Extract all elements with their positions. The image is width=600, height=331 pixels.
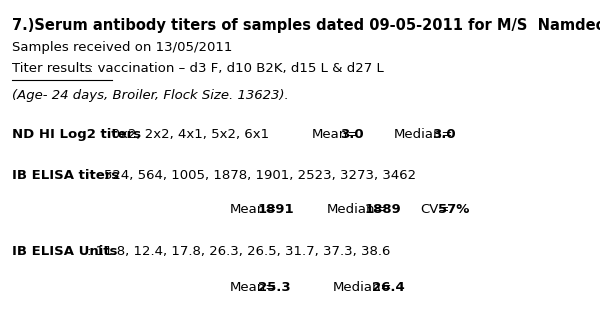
Text: 1891: 1891: [257, 203, 294, 216]
Text: 26.4: 26.4: [373, 281, 405, 294]
Text: : 11.8, 12.4, 17.8, 26.3, 26.5, 31.7, 37.3, 38.6: : 11.8, 12.4, 17.8, 26.3, 26.5, 31.7, 37…: [87, 245, 391, 258]
Text: Mean=: Mean=: [229, 203, 277, 216]
Text: :  524, 564, 1005, 1878, 1901, 2523, 3273, 3462: : 524, 564, 1005, 1878, 1901, 2523, 3273…: [91, 169, 416, 182]
Text: ND HI Log2 titers: ND HI Log2 titers: [12, 128, 141, 141]
Text: Mean=: Mean=: [312, 128, 359, 141]
Text: (Age- 24 days, Broiler, Flock Size. 13623).: (Age- 24 days, Broiler, Flock Size. 1362…: [12, 89, 289, 102]
Text: Median=: Median=: [326, 203, 386, 216]
Text: 3.0: 3.0: [433, 128, 456, 141]
Text: : vaccination – d3 F, d10 B2K, d15 L & d27 L: : vaccination – d3 F, d10 B2K, d15 L & d…: [89, 62, 383, 75]
Text: 57%: 57%: [438, 203, 470, 216]
Text: CV=: CV=: [421, 203, 450, 216]
Text: Median=: Median=: [394, 128, 454, 141]
Text: Titer results: Titer results: [12, 62, 91, 75]
Text: IB ELISA titers: IB ELISA titers: [12, 169, 119, 182]
Text: 1889: 1889: [365, 203, 401, 216]
Text: 25.3: 25.3: [257, 281, 290, 294]
Text: Mean=: Mean=: [229, 281, 277, 294]
Text: : 0x2, 2x2, 4x1, 5x2, 6x1: : 0x2, 2x2, 4x1, 5x2, 6x1: [103, 128, 269, 141]
Text: Samples received on 13/05/2011: Samples received on 13/05/2011: [12, 41, 232, 54]
Text: 7.)Serum antibody titers of samples dated 09-05-2011 for M/S  Namdeo Kale: 7.)Serum antibody titers of samples date…: [12, 18, 600, 33]
Text: IB ELISA Units: IB ELISA Units: [12, 245, 118, 258]
Text: Median=: Median=: [332, 281, 392, 294]
Text: 3.0: 3.0: [340, 128, 364, 141]
